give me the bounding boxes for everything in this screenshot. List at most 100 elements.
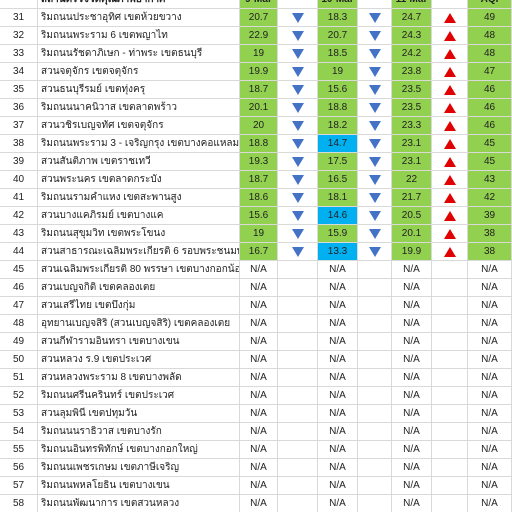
down-arrow (292, 193, 304, 203)
pm25-value: 18.3 (318, 9, 358, 27)
pm25-value: N/A (240, 477, 278, 495)
row-number: 33 (0, 45, 38, 63)
trend-arrow (369, 31, 381, 41)
row-number: 54 (0, 423, 38, 441)
row-number: 47 (0, 297, 38, 315)
row-number: 51 (0, 369, 38, 387)
pm25-value: N/A (318, 297, 358, 315)
arrow-cell (358, 99, 392, 117)
trend-arrow (444, 229, 456, 239)
trend-arrow (444, 157, 456, 167)
pm25-value: N/A (240, 459, 278, 477)
arrow-cell (278, 279, 318, 297)
row-number: 50 (0, 351, 38, 369)
station-name: สวนเบญจกิติ เขตคลองเตย (38, 279, 240, 297)
up-arrow (444, 13, 456, 23)
station-name: สวนเฉลิมพระเกียรติ 80 พรรษา เขตบางกอกน้อ… (38, 261, 240, 279)
arrow-cell (278, 189, 318, 207)
down-arrow (369, 121, 381, 131)
pm25-value: 23.1 (392, 153, 432, 171)
pm25-value: N/A (468, 261, 512, 279)
station-name: ริมถนนนาคนิวาส เขตลาดพร้าว (38, 99, 240, 117)
pm25-value: 20 (240, 117, 278, 135)
arrow-cell (432, 243, 468, 261)
pm25-value: 39 (468, 207, 512, 225)
pm25-value: 45 (468, 153, 512, 171)
arrow-cell (278, 243, 318, 261)
pm25-value: 22 (392, 171, 432, 189)
pm25-value: N/A (318, 333, 358, 351)
trend-arrow (369, 49, 381, 59)
up-arrow (444, 139, 456, 149)
row-number: 55 (0, 441, 38, 459)
pm25-value: 46 (468, 117, 512, 135)
pm25-value: 38 (468, 225, 512, 243)
arrow-cell (432, 315, 468, 333)
pm25-value: N/A (240, 369, 278, 387)
trend-arrow (444, 67, 456, 77)
up-arrow (444, 67, 456, 77)
up-arrow (444, 121, 456, 131)
arrow-cell (432, 63, 468, 81)
trend-arrow (444, 103, 456, 113)
trend-arrow (292, 67, 304, 77)
row-number: 57 (0, 477, 38, 495)
station-name: ริมถนนเพชรเกษม เขตภาษีเจริญ (38, 459, 240, 477)
pm25-value: 18.1 (318, 189, 358, 207)
down-arrow (369, 157, 381, 167)
up-arrow (444, 247, 456, 257)
arrow-cell (278, 261, 318, 279)
pm25-value: N/A (240, 279, 278, 297)
arrow-cell (278, 459, 318, 477)
station-name: ริมถนนสุขุมวิท เขตพระโขนง (38, 225, 240, 243)
pm25-value: 16.7 (240, 243, 278, 261)
pm25-value: 15.6 (240, 207, 278, 225)
pm25-value: 48 (468, 27, 512, 45)
pm25-value: 17.5 (318, 153, 358, 171)
trend-arrow (369, 139, 381, 149)
down-arrow (292, 121, 304, 131)
up-arrow (444, 211, 456, 221)
up-arrow (444, 157, 456, 167)
trend-arrow (292, 103, 304, 113)
pm25-value: 15.6 (318, 81, 358, 99)
trend-arrow (369, 13, 381, 23)
pm25-value: N/A (240, 315, 278, 333)
pm25-value: N/A (468, 423, 512, 441)
arrow-cell (278, 351, 318, 369)
pm25-value: 42 (468, 189, 512, 207)
header-cell (358, 0, 392, 9)
trend-arrow (292, 121, 304, 131)
station-name: สวนจตุจักร เขตจตุจักร (38, 63, 240, 81)
arrow-cell (358, 351, 392, 369)
pm25-value: N/A (392, 315, 432, 333)
arrow-cell (432, 405, 468, 423)
arrow-cell (358, 63, 392, 81)
pm25-value: N/A (392, 459, 432, 477)
pm25-value: N/A (392, 477, 432, 495)
arrow-cell (432, 459, 468, 477)
pm25-value: N/A (318, 459, 358, 477)
up-arrow (444, 103, 456, 113)
pm25-value: 19.9 (240, 63, 278, 81)
pm25-value: N/A (318, 477, 358, 495)
pm25-value: 15.9 (318, 225, 358, 243)
pm25-value: N/A (318, 495, 358, 512)
pm25-value: 23.8 (392, 63, 432, 81)
arrow-cell (432, 225, 468, 243)
arrow-cell (278, 315, 318, 333)
arrow-cell (278, 333, 318, 351)
pm25-value: N/A (468, 387, 512, 405)
pm25-value: 46 (468, 99, 512, 117)
station-name: ริมถนนพระราม 6 เขตพญาไท (38, 27, 240, 45)
pm25-value: 47 (468, 63, 512, 81)
row-number: 40 (0, 171, 38, 189)
arrow-cell (278, 441, 318, 459)
pm25-value: N/A (468, 315, 512, 333)
pm25-value: N/A (392, 495, 432, 512)
arrow-cell (358, 441, 392, 459)
arrow-cell (358, 297, 392, 315)
arrow-cell (278, 63, 318, 81)
pm25-value: 23.5 (392, 81, 432, 99)
